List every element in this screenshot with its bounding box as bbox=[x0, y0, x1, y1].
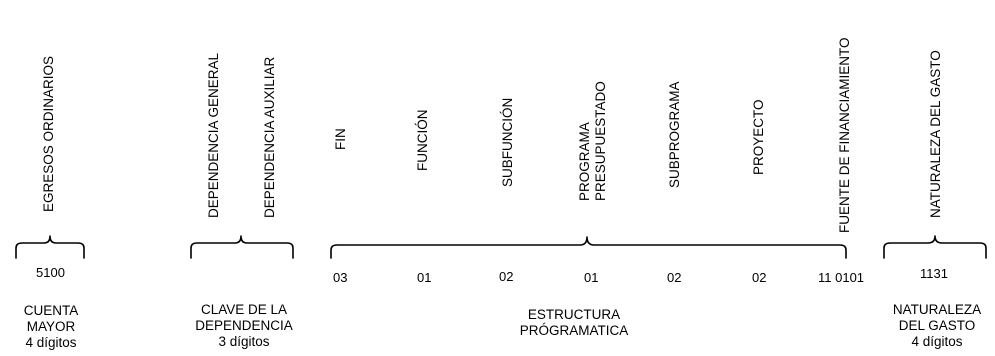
label-egresos-ordinarios: EGRESOS ORDINARIOS bbox=[41, 55, 56, 212]
caption-clave-dependencia: CLAVE DE LA DEPENDENCIA 3 dígitos bbox=[195, 302, 293, 350]
caption-estructura-line2: PRÓGRAMATICA bbox=[519, 323, 629, 338]
caption-clave-line2: DEPENDENCIA bbox=[195, 318, 293, 333]
label-subfuncion: SUBFUNCIÓN bbox=[500, 97, 515, 187]
caption-estructura-programatica: ESTRUCTURA PRÓGRAMATICA bbox=[520, 307, 629, 339]
code-cuenta-mayor: 5100 bbox=[36, 265, 65, 280]
label-naturaleza-del-gasto: NATURALEZA DEL GASTO bbox=[928, 50, 943, 218]
brace-cuenta-mayor bbox=[15, 235, 85, 259]
brace-naturaleza-gasto bbox=[883, 235, 987, 259]
caption-naturaleza-gasto: NATURALEZA DEL GASTO 4 dígitos bbox=[893, 302, 981, 350]
caption-clave-line3: 3 dígitos bbox=[218, 334, 270, 349]
label-proyecto: PROYECTO bbox=[751, 99, 766, 175]
label-programa-line1: PROGRAMA bbox=[577, 122, 592, 201]
caption-naturaleza-line3: 4 dígitos bbox=[911, 334, 963, 349]
label-dependencia-general: DEPENDENCIA GENERAL bbox=[206, 52, 221, 218]
label-funcion: FUNCIÓN bbox=[415, 109, 430, 172]
caption-naturaleza-line2: DEL GASTO bbox=[898, 318, 976, 333]
caption-cuenta-line2: MAYOR bbox=[26, 319, 76, 334]
caption-naturaleza-line1: NATURALEZA bbox=[892, 302, 982, 317]
label-programa-line2: PRESUPUESTADO bbox=[593, 81, 608, 201]
caption-cuenta-mayor: CUENTA MAYOR 4 dígitos bbox=[24, 303, 79, 351]
code-fin: 03 bbox=[333, 270, 348, 285]
code-subfuncion: 02 bbox=[499, 269, 514, 284]
code-programa: 01 bbox=[584, 270, 599, 285]
code-funcion: 01 bbox=[417, 270, 432, 285]
caption-clave-line1: CLAVE DE LA bbox=[200, 302, 288, 317]
brace-estructura-programatica bbox=[330, 236, 847, 259]
code-proyecto: 02 bbox=[752, 270, 767, 285]
label-fuente-financiamiento: FUENTE DE FINANCIAMIENTO bbox=[837, 37, 852, 233]
brace-clave-dependencia bbox=[190, 235, 294, 259]
code-subprograma: 02 bbox=[667, 270, 682, 285]
code-naturaleza: 1131 bbox=[920, 266, 948, 281]
caption-cuenta-line1: CUENTA bbox=[23, 303, 79, 318]
caption-estructura-line1: ESTRUCTURA bbox=[527, 307, 621, 322]
label-dependencia-auxiliar: DEPENDENCIA AUXILIAR bbox=[262, 56, 277, 218]
label-programa-presupuestado: PROGRAMA PRESUPUESTADO bbox=[577, 81, 609, 201]
code-fuente: 11 0101 bbox=[818, 270, 865, 285]
label-subprograma: SUBPROGRAMA bbox=[667, 81, 682, 188]
label-fin: FIN bbox=[333, 128, 348, 150]
caption-cuenta-line3: 4 dígitos bbox=[25, 335, 77, 350]
